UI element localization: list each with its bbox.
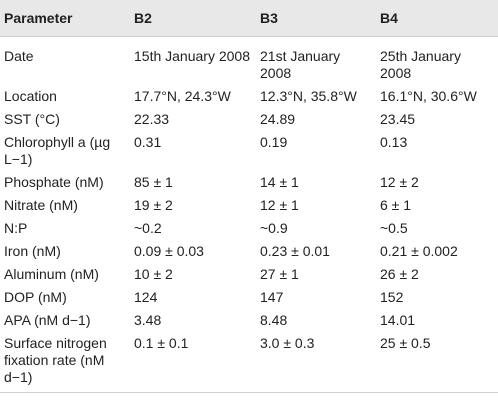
row-label: Chlorophyll a (µg L−1) (4, 134, 111, 167)
row-label: Iron (nM) (4, 243, 61, 259)
cell-b4: 26 ± 2 (380, 266, 419, 282)
parameter-table: Parameter B2 B3 B4 Date 15th January 200… (0, 0, 498, 393)
row-label: N:P (4, 220, 28, 236)
table-row: DOP (nM) 124 147 152 (0, 286, 498, 309)
cell-b2: 3.48 (134, 312, 162, 328)
cell-b3: 0.23 ± 0.01 (260, 243, 330, 259)
cell-b2: 0.1 ± 0.1 (130, 332, 256, 393)
header-b4: B4 (376, 0, 498, 37)
table-row: Surface nitrogen fixation rate (nM d−1) … (0, 332, 498, 393)
header-b2: B2 (130, 0, 256, 37)
row-label: DOP (nM) (4, 289, 67, 305)
table-row: SST (°C) 22.33 24.89 23.45 (0, 108, 498, 131)
cell-b3: 27 ± 1 (260, 266, 299, 282)
table-body: Date 15th January 2008 21st January 2008… (0, 37, 498, 393)
cell-b4: 16.1°N, 30.6°W (380, 88, 477, 104)
cell-b2: 10 ± 2 (134, 266, 173, 282)
cell-b3: 21st January 2008 (260, 48, 341, 81)
table-row: N:P ~0.2 ~0.9 ~0.5 (0, 217, 498, 240)
cell-b4: 25th January 2008 (380, 48, 461, 81)
cell-b4: 12 ± 2 (380, 174, 419, 190)
cell-b3: ~0.9 (260, 220, 288, 236)
cell-b4: 6 ± 1 (380, 197, 412, 213)
header-parameter: Parameter (0, 0, 130, 37)
table-header: Parameter B2 B3 B4 (0, 0, 498, 37)
table-row: Aluminum (nM) 10 ± 2 27 ± 1 26 ± 2 (0, 263, 498, 286)
table-row: Iron (nM) 0.09 ± 0.03 0.23 ± 0.01 0.21 ±… (0, 240, 498, 263)
table-row: Nitrate (nM) 19 ± 2 12 ± 1 6 ± 1 (0, 194, 498, 217)
cell-b3: 147 (260, 289, 284, 305)
row-label: Date (4, 48, 34, 64)
header-b3: B3 (256, 0, 376, 37)
cell-b3: 14 ± 1 (260, 174, 299, 190)
cell-b3: 8.48 (260, 312, 288, 328)
cell-b3: 12.3°N, 35.8°W (260, 88, 357, 104)
row-label: Nitrate (nM) (4, 197, 78, 213)
row-label: SST (°C) (4, 111, 60, 127)
row-label: Aluminum (nM) (4, 266, 99, 282)
cell-b3: 12 ± 1 (260, 197, 299, 213)
cell-b2: 124 (134, 289, 158, 305)
table-row: Location 17.7°N, 24.3°W 12.3°N, 35.8°W 1… (0, 85, 498, 108)
row-label: Phosphate (nM) (4, 174, 104, 190)
cell-b2: 0.31 (134, 134, 162, 150)
row-label: Location (4, 88, 57, 104)
cell-b4: 25 ± 0.5 (376, 332, 498, 393)
cell-b4: 14.01 (380, 312, 416, 328)
cell-b2: 17.7°N, 24.3°W (134, 88, 231, 104)
cell-b4: 0.21 ± 0.002 (380, 243, 458, 259)
table-row: Date 15th January 2008 21st January 2008… (0, 37, 498, 86)
row-label: Surface nitrogen fixation rate (nM d−1) (0, 332, 130, 393)
cell-b3: 0.19 (260, 134, 288, 150)
cell-b2: 0.09 ± 0.03 (134, 243, 204, 259)
row-label: APA (nM d−1) (4, 312, 91, 328)
cell-b2: 85 ± 1 (134, 174, 173, 190)
table-row: Phosphate (nM) 85 ± 1 14 ± 1 12 ± 2 (0, 171, 498, 194)
cell-b4: 152 (380, 289, 404, 305)
cell-b2: 22.33 (134, 111, 170, 127)
cell-b4: 23.45 (380, 111, 416, 127)
cell-b3: 3.0 ± 0.3 (256, 332, 376, 393)
cell-b2: ~0.2 (134, 220, 162, 236)
cell-b4: 0.13 (380, 134, 408, 150)
cell-b4: ~0.5 (380, 220, 408, 236)
table-row: APA (nM d−1) 3.48 8.48 14.01 (0, 309, 498, 332)
header-row: Parameter B2 B3 B4 (0, 0, 498, 37)
cell-b2: 19 ± 2 (134, 197, 173, 213)
cell-b2: 15th January 2008 (134, 48, 250, 64)
table-row: Chlorophyll a (µg L−1) 0.31 0.19 0.13 (0, 131, 498, 171)
cell-b3: 24.89 (260, 111, 296, 127)
